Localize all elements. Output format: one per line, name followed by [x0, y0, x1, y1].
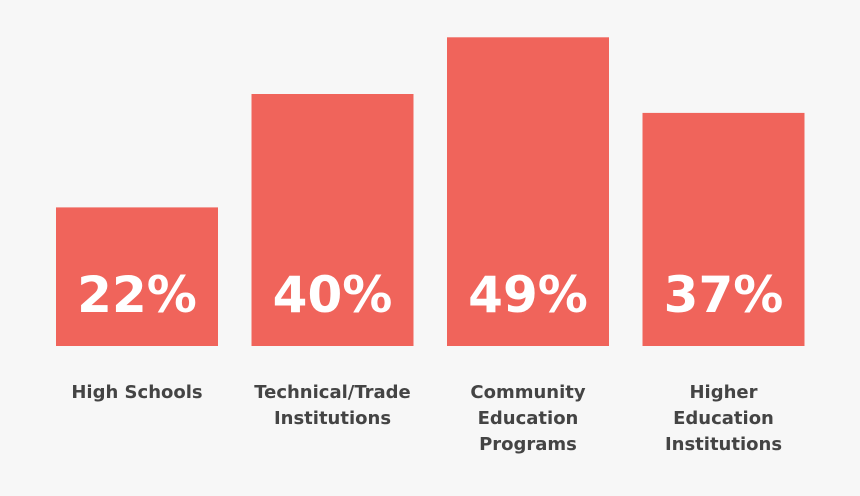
category-label-line: Community — [470, 382, 585, 403]
bar-value-label-1: 22% — [77, 266, 197, 324]
category-label-2: Technical/Trade Institutions — [254, 382, 411, 429]
bar-3 — [447, 37, 609, 347]
category-label-line: Technical/Trade — [254, 382, 411, 403]
category-label-4: Higher Education Institutions — [665, 382, 782, 455]
category-label-line: Institutions — [665, 434, 782, 455]
bar-value-label-2: 40% — [273, 266, 393, 324]
category-label-line: Programs — [479, 434, 577, 455]
category-label-1: High Schools — [71, 382, 202, 403]
bar-value-label-3: 49% — [468, 266, 588, 324]
category-label-line: Higher — [689, 382, 757, 403]
category-label-line: Institutions — [274, 408, 391, 429]
category-label-line: Education — [673, 408, 774, 429]
bar-value-label-4: 37% — [664, 266, 784, 324]
category-label-3: Community Education Programs — [470, 382, 585, 455]
bar-1 — [56, 207, 218, 346]
bar-4 — [642, 112, 805, 347]
category-label-line: High Schools — [71, 382, 202, 403]
category-label-line: Education — [478, 408, 579, 429]
bar-2 — [251, 94, 414, 346]
